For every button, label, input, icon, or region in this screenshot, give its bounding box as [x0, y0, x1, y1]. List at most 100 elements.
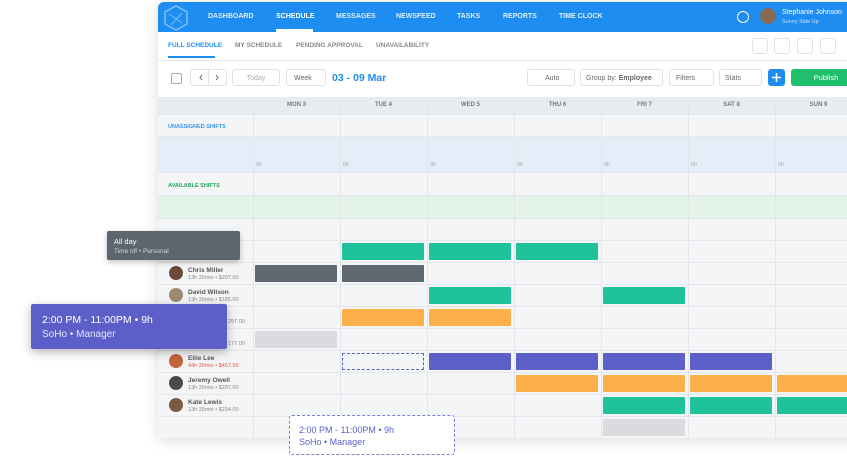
draft-shift-card[interactable]: 2:00 PM - 11:00PM • 9h SoHo • Manager: [289, 415, 455, 455]
row-line: [158, 172, 847, 173]
column-line: [427, 97, 428, 438]
available-label: AVAILABLE SHIFTS: [168, 183, 220, 189]
shift-block[interactable]: [255, 265, 337, 282]
day-header: MON 3: [286, 102, 306, 108]
day-header: FRI 7: [637, 102, 652, 108]
hours-label: 0h: [430, 162, 437, 168]
nav-item[interactable]: DASHBOARD: [208, 13, 254, 20]
shift-block[interactable]: [603, 397, 685, 414]
shift-block[interactable]: [516, 375, 598, 392]
tab[interactable]: UNAVAILABILITY: [376, 42, 430, 49]
shift-block[interactable]: [429, 243, 511, 260]
shift-block[interactable]: [342, 243, 424, 260]
group-by[interactable]: Group by: Employee: [580, 69, 663, 86]
publish-button[interactable]: Publish: [791, 69, 847, 86]
row-line: [158, 350, 847, 351]
expand-button[interactable]: [752, 38, 768, 54]
date-range[interactable]: 03 - 09 Mar: [332, 72, 387, 84]
available-area: [158, 195, 847, 219]
export-button[interactable]: [820, 38, 836, 54]
stats-button[interactable]: Stats: [719, 69, 762, 86]
tab[interactable]: MY SCHEDULE: [235, 42, 283, 49]
info-icon[interactable]: [737, 11, 749, 23]
time-off-card[interactable]: All day Time off • Personal: [107, 231, 240, 260]
today-button[interactable]: Today: [232, 69, 280, 86]
shift-block[interactable]: [690, 375, 772, 392]
shift-block[interactable]: [342, 265, 424, 282]
draft-shift-slot[interactable]: [342, 353, 424, 370]
auto-select[interactable]: Auto: [527, 69, 575, 86]
row-line: [158, 218, 847, 219]
user-company: Sunny Side Up: [782, 19, 819, 25]
employee-avatar: [169, 288, 183, 302]
checkbox[interactable]: [171, 73, 182, 84]
shift-block[interactable]: [603, 353, 685, 370]
tab[interactable]: FULL SCHEDULE: [168, 42, 223, 49]
shift-block[interactable]: [516, 243, 598, 260]
row-line: [158, 136, 847, 137]
shift-block[interactable]: [255, 331, 337, 348]
row-line: [158, 394, 847, 395]
shift-time: 2:00 PM - 11:00PM • 9h: [42, 314, 153, 326]
hours-label: 0h: [343, 162, 350, 168]
shift-place: SoHo • Manager: [42, 329, 116, 340]
nav-item[interactable]: NEWSFEED: [396, 13, 436, 20]
shift-block[interactable]: [777, 375, 847, 392]
day-header: SAT 8: [723, 102, 740, 108]
shift-card[interactable]: 2:00 PM - 11:00PM • 9h SoHo • Manager: [31, 304, 227, 349]
hours-label: 0h: [691, 162, 698, 168]
divider: [158, 60, 847, 61]
row-line: [158, 240, 847, 241]
view-select[interactable]: Week: [286, 69, 326, 86]
employee-name: Jeremy Owell: [188, 377, 230, 384]
tab-indicator: [168, 56, 215, 58]
logo: [164, 5, 188, 31]
row-line: [158, 195, 847, 196]
shift-block[interactable]: [516, 353, 598, 370]
shift-block[interactable]: [429, 353, 511, 370]
nav-item[interactable]: TIME CLOCK: [559, 13, 603, 20]
day-header: WED 5: [460, 102, 480, 108]
print-button[interactable]: [797, 38, 813, 54]
employee-name: Chris Miller: [188, 267, 224, 274]
grid-header: [158, 97, 847, 114]
column-line: [253, 97, 254, 438]
shift-block[interactable]: [429, 287, 511, 304]
nav-item[interactable]: TASKS: [457, 13, 481, 20]
row-line: [158, 262, 847, 263]
user-avatar[interactable]: [760, 8, 776, 24]
employee-name: Kate Lewis: [188, 399, 222, 406]
prev-next[interactable]: [190, 69, 227, 86]
unassigned-area: [158, 136, 847, 173]
employee-info: 13h 30min • $297.00: [188, 275, 239, 281]
employee-info: 297.00: [228, 319, 245, 325]
draft-place: SoHo • Manager: [299, 437, 366, 447]
row-line: [158, 114, 847, 115]
hours-label: 0h: [256, 162, 263, 168]
group-by-value: Employee: [618, 75, 652, 82]
shift-block[interactable]: [342, 309, 424, 326]
nav-item[interactable]: REPORTS: [503, 13, 537, 20]
shift-block[interactable]: [777, 397, 847, 414]
shift-block[interactable]: [603, 419, 685, 436]
add-button[interactable]: [768, 69, 785, 86]
filters-button[interactable]: Filters: [669, 69, 714, 86]
tab[interactable]: PENDING APPROVAL: [296, 42, 363, 49]
group-by-label: Group by:: [586, 75, 617, 82]
shift-block[interactable]: [603, 287, 685, 304]
employee-info: 13h 30min • $185.00: [188, 297, 239, 303]
copy-button[interactable]: [774, 38, 790, 54]
shift-block[interactable]: [690, 397, 772, 414]
employee-name: David Wilson: [188, 289, 229, 296]
hours-label: 0h: [517, 162, 524, 168]
day-header: TUE 4: [374, 102, 392, 108]
nav-item[interactable]: SCHEDULE: [276, 13, 315, 20]
row-line: [158, 372, 847, 373]
day-header: THU 6: [548, 102, 567, 108]
top-nav: [158, 2, 847, 32]
nav-item[interactable]: MESSAGES: [336, 13, 376, 20]
column-line: [601, 97, 602, 438]
shift-block[interactable]: [690, 353, 772, 370]
shift-block[interactable]: [603, 375, 685, 392]
shift-block[interactable]: [429, 309, 511, 326]
